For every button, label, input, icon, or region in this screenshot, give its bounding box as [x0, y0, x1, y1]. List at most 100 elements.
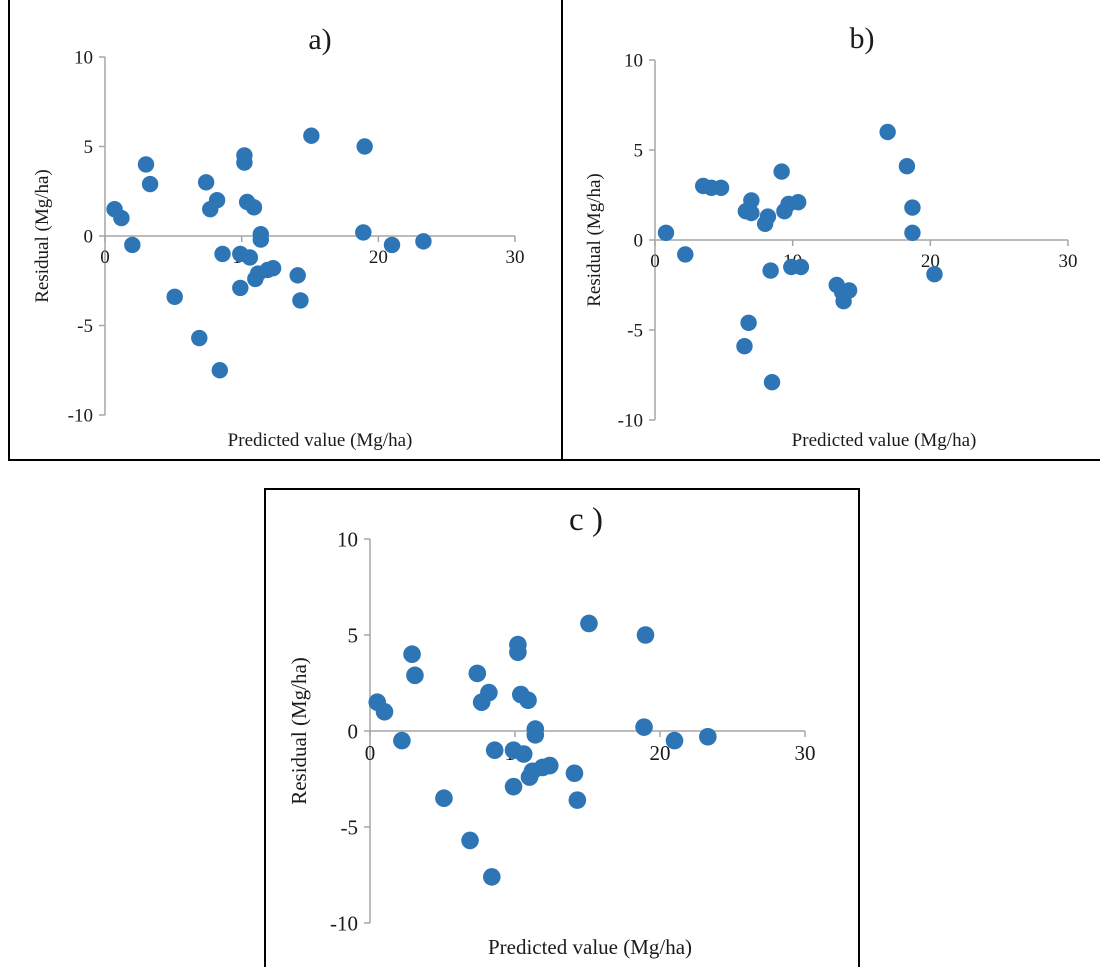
y-tick-label: 0	[84, 227, 94, 248]
data-point	[509, 643, 527, 662]
data-point	[264, 260, 282, 277]
data-point	[565, 764, 584, 783]
data-point	[461, 831, 479, 850]
data-point	[236, 154, 253, 171]
data-point	[406, 666, 424, 685]
data-point	[773, 163, 790, 180]
y-tick-label: -10	[618, 411, 643, 432]
chart-title: b)	[850, 22, 875, 55]
data-point	[759, 208, 777, 225]
x-tick-label: 0	[100, 247, 110, 268]
data-point	[740, 314, 757, 331]
data-point	[435, 789, 453, 807]
data-point	[292, 292, 309, 309]
data-point	[241, 249, 259, 266]
data-point	[926, 266, 943, 283]
data-point	[289, 267, 306, 284]
data-point	[541, 756, 559, 775]
x-tick-label: 30	[795, 741, 816, 765]
data-point	[355, 224, 372, 241]
data-point	[232, 279, 249, 297]
frame-bottom-right	[858, 488, 860, 967]
x-tick-label: 20	[650, 741, 671, 765]
data-point	[657, 224, 675, 241]
data-point	[124, 236, 141, 254]
data-point	[415, 233, 432, 250]
data-point	[712, 179, 730, 196]
data-point	[485, 741, 504, 759]
y-tick-label: -5	[341, 815, 359, 839]
data-point	[526, 726, 545, 744]
data-point	[898, 158, 916, 175]
data-point	[483, 868, 501, 886]
data-point	[468, 664, 487, 683]
data-point	[375, 703, 394, 721]
data-point	[580, 614, 598, 633]
y-tick-label: -10	[68, 406, 93, 427]
y-tick-label: -5	[627, 321, 643, 342]
x-tick-label: 0	[650, 251, 660, 272]
y-tick-label: 5	[84, 137, 94, 158]
y-axis-label: Residual (Mg/ha)	[287, 657, 311, 805]
data-point	[383, 236, 401, 254]
data-point	[480, 683, 498, 702]
data-point	[211, 362, 228, 379]
x-tick-label: 0	[365, 741, 376, 765]
data-point	[762, 262, 779, 279]
data-point	[699, 727, 717, 746]
data-point	[197, 174, 215, 191]
data-point	[504, 777, 523, 796]
frame-top-left-bottom	[8, 459, 1100, 461]
data-point	[141, 175, 159, 193]
frame-top-divider	[561, 0, 563, 461]
x-tick-label: 30	[1059, 251, 1078, 272]
x-tick-label: 20	[369, 247, 388, 268]
x-axis-label: Predicted value (Mg/ha)	[792, 430, 977, 451]
data-point	[252, 231, 269, 248]
data-point	[303, 127, 320, 144]
y-tick-label: -5	[77, 316, 93, 337]
data-point	[763, 374, 781, 391]
y-axis-label: Residual (Mg/ha)	[584, 173, 605, 307]
data-point	[568, 791, 587, 809]
x-tick-label: 30	[506, 247, 525, 268]
y-tick-label: 10	[624, 51, 643, 72]
data-point	[665, 731, 684, 750]
data-point	[191, 329, 208, 347]
data-point	[636, 626, 655, 644]
x-axis-label: Predicted value (Mg/ha)	[488, 935, 692, 959]
frame-top-left-left	[8, 0, 10, 461]
data-point	[403, 645, 421, 663]
data-point	[166, 288, 183, 306]
data-point	[245, 199, 263, 216]
data-point	[904, 199, 921, 216]
y-tick-label: 0	[348, 719, 359, 743]
y-tick-label: -10	[330, 911, 358, 935]
data-point	[792, 258, 810, 276]
data-point	[743, 192, 760, 209]
data-point	[904, 224, 921, 241]
y-tick-label: 5	[634, 141, 644, 162]
data-point	[393, 731, 411, 750]
y-tick-label: 10	[74, 48, 93, 69]
x-axis-label: Predicted value (Mg/ha)	[228, 430, 413, 451]
data-point	[137, 156, 155, 173]
data-point	[736, 338, 753, 355]
y-tick-label: 10	[337, 527, 358, 551]
frame-bottom-top	[264, 488, 860, 490]
y-tick-label: 0	[634, 231, 644, 252]
data-point	[840, 282, 858, 299]
frame-bottom-left	[264, 488, 266, 967]
data-point	[789, 194, 807, 211]
data-point	[113, 209, 130, 227]
chart-title: c )	[569, 502, 603, 538]
data-point	[514, 745, 533, 763]
data-point	[214, 245, 231, 263]
y-tick-label: 5	[348, 623, 359, 647]
data-point	[635, 718, 653, 736]
data-point	[208, 192, 226, 209]
data-point	[743, 204, 760, 222]
